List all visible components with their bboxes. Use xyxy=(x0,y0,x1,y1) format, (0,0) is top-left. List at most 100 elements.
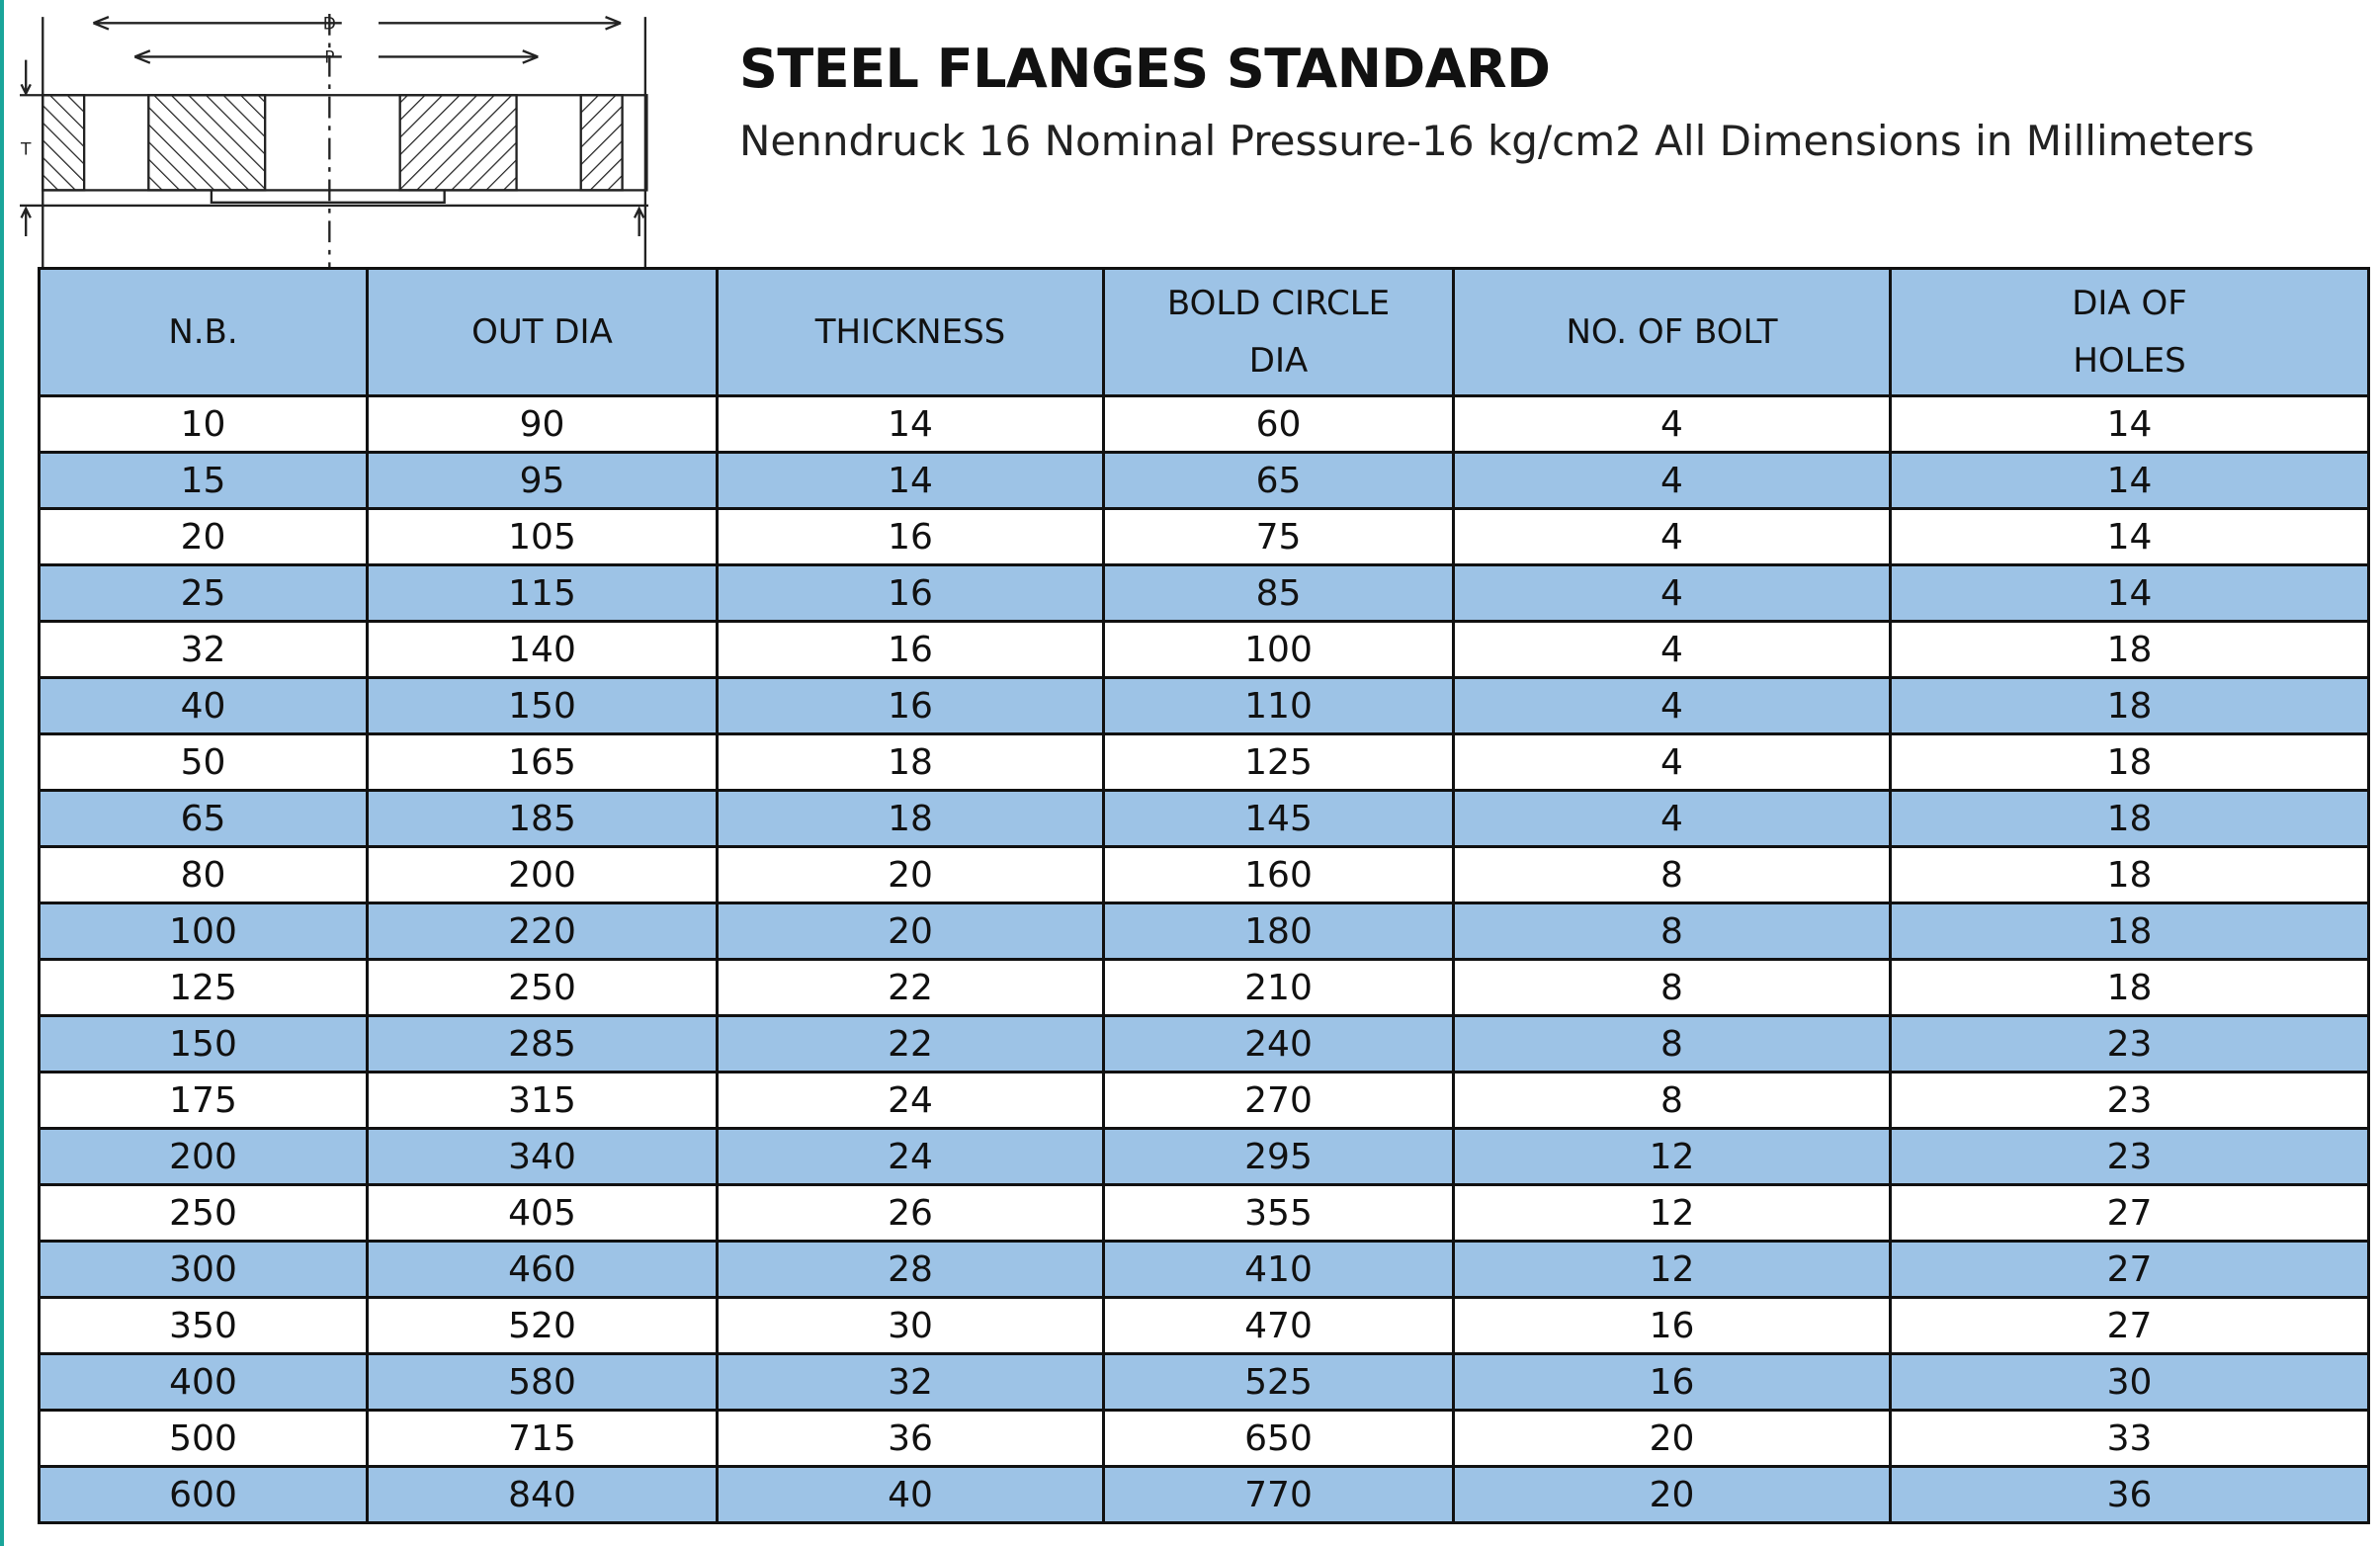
table-cell: 295 xyxy=(1102,1127,1455,1186)
table-cell: 26 xyxy=(716,1183,1105,1243)
table-cell: 4 xyxy=(1452,732,1892,792)
table-cell: 20 xyxy=(38,507,369,566)
table-cell: 18 xyxy=(1889,676,2370,735)
table-cell: 8 xyxy=(1452,902,1892,961)
table-cell: 580 xyxy=(366,1352,719,1412)
page-edge xyxy=(0,0,4,1546)
flange-table: N.B. OUT DIA THICKNESS BOLD CIRCLE DIA NO. O… xyxy=(38,267,2370,1524)
table-cell: 95 xyxy=(366,451,719,510)
table-cell: 250 xyxy=(38,1183,369,1243)
dimension-label: T xyxy=(20,140,32,160)
table-cell: 410 xyxy=(1102,1240,1455,1299)
table-cell: 12 xyxy=(1452,1240,1892,1299)
table-cell: 4 xyxy=(1452,394,1892,454)
subtitle: Nenndruck 16 Nominal Pressure-16 kg/cm2 … xyxy=(739,117,2254,165)
table-cell: 200 xyxy=(366,845,719,904)
table-cell: 32 xyxy=(716,1352,1105,1412)
column-header-text: BOLD CIRCLE DIA xyxy=(1166,284,1391,381)
table-cell: 16 xyxy=(716,563,1105,623)
table-cell: 14 xyxy=(1889,394,2370,454)
table-cell: 220 xyxy=(366,902,719,961)
table-cell: 200 xyxy=(38,1127,369,1186)
table-cell: 22 xyxy=(716,958,1105,1017)
table-cell: 12 xyxy=(1452,1127,1892,1186)
table-row: 150 285 22 240 8 23 xyxy=(38,1014,2370,1074)
table-cell: 23 xyxy=(1889,1071,2370,1130)
table-cell: 8 xyxy=(1452,1014,1892,1074)
table-cell: 145 xyxy=(1102,789,1455,848)
column-header-text: DIA OF HOLES xyxy=(2072,284,2187,381)
table-cell: 14 xyxy=(1889,451,2370,510)
table-cell: 14 xyxy=(716,451,1105,510)
table-cell: 85 xyxy=(1102,563,1455,623)
table-cell: 18 xyxy=(1889,789,2370,848)
table-cell: 16 xyxy=(716,507,1105,566)
table-cell: 20 xyxy=(716,845,1105,904)
table-cell: 110 xyxy=(1102,676,1455,735)
table-cell: 520 xyxy=(366,1296,719,1355)
table-cell: 30 xyxy=(716,1296,1105,1355)
table-cell: 80 xyxy=(38,845,369,904)
column-header-text: THICKNESS xyxy=(814,312,1006,352)
table-row: 10 90 14 60 4 14 xyxy=(38,394,2370,454)
table-cell: 140 xyxy=(366,620,719,679)
column-header: N.B. xyxy=(38,267,369,397)
table-cell: 23 xyxy=(1889,1014,2370,1074)
table-cell: 18 xyxy=(1889,902,2370,961)
table-cell: 18 xyxy=(1889,732,2370,792)
table-cell: 40 xyxy=(38,676,369,735)
table-cell: 8 xyxy=(1452,958,1892,1017)
table-cell: 300 xyxy=(38,1240,369,1299)
table-cell: 105 xyxy=(366,507,719,566)
table-cell: 115 xyxy=(366,563,719,623)
table-cell: 100 xyxy=(38,902,369,961)
table-cell: 125 xyxy=(38,958,369,1017)
table-cell: 27 xyxy=(1889,1183,2370,1243)
table-cell: 4 xyxy=(1452,507,1892,566)
flange-diagram: D P T xyxy=(20,14,648,267)
table-cell: 28 xyxy=(716,1240,1105,1299)
table-cell: 20 xyxy=(1452,1465,1892,1524)
table-row: 80 200 20 160 8 18 xyxy=(38,845,2370,904)
table-cell: 90 xyxy=(366,394,719,454)
table-cell: 4 xyxy=(1452,563,1892,623)
table-cell: 16 xyxy=(1452,1352,1892,1412)
table-row: 32 140 16 100 4 18 xyxy=(38,620,2370,679)
table-cell: 600 xyxy=(38,1465,369,1524)
table-row: 20 105 16 75 4 14 xyxy=(38,507,2370,566)
table-row: 50 165 18 125 4 18 xyxy=(38,732,2370,792)
table-body: 10 90 14 60 4 14 15 95 14 65 4 14 20 105 16 75 4 14 25 115 1… xyxy=(38,394,2370,1524)
column-header-text: OUT DIA xyxy=(471,312,613,352)
header-row: N.B. OUT DIA THICKNESS BOLD CIRCLE DIA NO. O… xyxy=(38,267,2370,397)
table-cell: 24 xyxy=(716,1127,1105,1186)
table-cell: 20 xyxy=(716,902,1105,961)
table-cell: 18 xyxy=(1889,845,2370,904)
table-row: 40 150 16 110 4 18 xyxy=(38,676,2370,735)
table-cell: 75 xyxy=(1102,507,1455,566)
table-cell: 4 xyxy=(1452,676,1892,735)
table-cell: 470 xyxy=(1102,1296,1455,1355)
table-cell: 40 xyxy=(716,1465,1105,1524)
table-cell: 350 xyxy=(38,1296,369,1355)
table-cell: 150 xyxy=(366,676,719,735)
table-cell: 770 xyxy=(1102,1465,1455,1524)
table-cell: 165 xyxy=(366,732,719,792)
table-cell: 16 xyxy=(716,620,1105,679)
table-cell: 65 xyxy=(1102,451,1455,510)
table-cell: 36 xyxy=(716,1409,1105,1468)
table-row: 125 250 22 210 8 18 xyxy=(38,958,2370,1017)
table-cell: 10 xyxy=(38,394,369,454)
table-cell: 270 xyxy=(1102,1071,1455,1130)
table-cell: 14 xyxy=(1889,507,2370,566)
table-cell: 315 xyxy=(366,1071,719,1130)
table-row: 175 315 24 270 8 23 xyxy=(38,1071,2370,1130)
table-cell: 32 xyxy=(38,620,369,679)
table-cell: 15 xyxy=(38,451,369,510)
table-cell: 240 xyxy=(1102,1014,1455,1074)
table-cell: 160 xyxy=(1102,845,1455,904)
table-cell: 16 xyxy=(716,676,1105,735)
column-header-text: N.B. xyxy=(168,312,238,352)
table-cell: 18 xyxy=(716,732,1105,792)
table-cell: 125 xyxy=(1102,732,1455,792)
table-row: 15 95 14 65 4 14 xyxy=(38,451,2370,510)
